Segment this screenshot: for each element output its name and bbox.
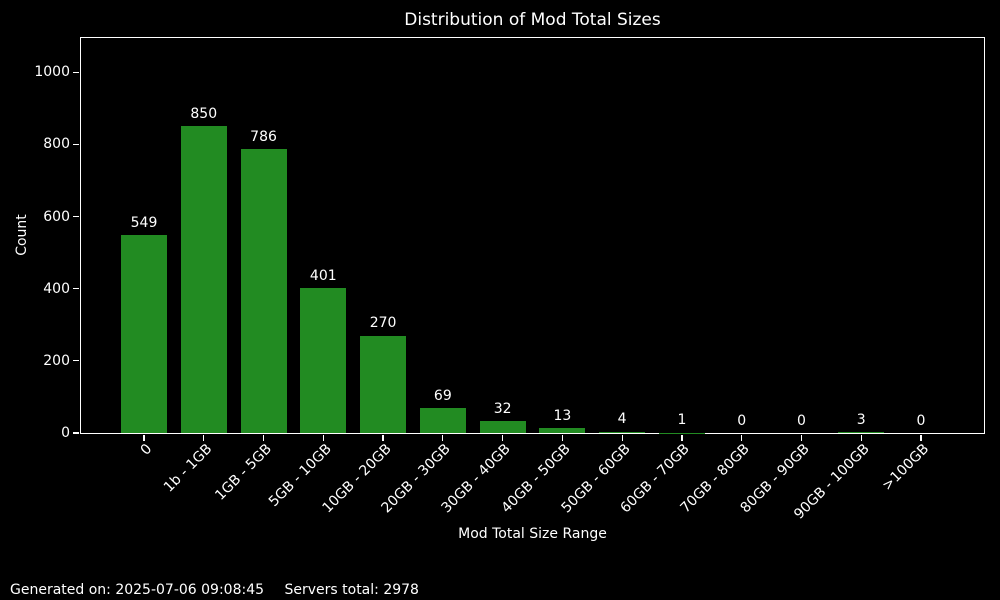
bar <box>300 288 347 433</box>
x-tick-label: 0 <box>137 441 156 459</box>
bar <box>419 408 466 433</box>
bar <box>539 428 586 433</box>
bar-value-label: 0 <box>916 412 926 429</box>
y-axis-label: Count <box>14 214 30 256</box>
bar-value-label: 4 <box>617 411 627 428</box>
bar-value-label: 0 <box>796 412 806 429</box>
bar-value-label: 850 <box>190 106 218 122</box>
bar-value-label: 69 <box>433 387 452 404</box>
bar-value-label: 13 <box>553 407 572 424</box>
bar <box>599 431 646 433</box>
bar-value-label: 270 <box>369 315 397 332</box>
footer-servers-total: Servers total: 2978 <box>284 582 419 598</box>
x-tick-label: 1GB - 5GB <box>212 441 275 504</box>
x-tick-mark <box>561 435 563 441</box>
bar-value-label: 786 <box>250 129 277 146</box>
y-tick-label: 1000 <box>34 64 70 81</box>
x-tick-mark <box>203 435 205 441</box>
bar <box>360 335 407 433</box>
x-tick-mark <box>143 435 145 441</box>
y-tick-label: 0 <box>61 425 70 441</box>
y-tick-label: 200 <box>43 352 70 369</box>
bar-value-label: 3 <box>856 411 866 428</box>
x-tick-mark <box>681 435 683 441</box>
x-axis-label: Mod Total Size Range <box>458 526 607 542</box>
bar <box>180 126 227 433</box>
x-tick-mark <box>262 435 265 441</box>
bar-value-label: 549 <box>130 214 158 231</box>
bar <box>121 234 167 433</box>
x-tick-mark <box>800 435 803 441</box>
x-tick-label: >100GB <box>879 441 933 494</box>
footer: Generated on: 2025-07-06 09:08:45 Server… <box>10 582 419 598</box>
bar <box>838 431 885 433</box>
plot-area: 0 200 400 600 800 1000 549 0 850 1b - 1GB 786 1GB -… <box>34 37 985 523</box>
y-tick-mark <box>73 288 79 290</box>
y-tick-label: 800 <box>43 136 70 153</box>
x-tick-mark <box>502 435 504 441</box>
x-tick-mark <box>382 435 384 441</box>
x-tick-label: 1b - 1GB <box>160 441 216 496</box>
footer-generated-timestamp: Generated on: 2025-07-06 09:08:45 <box>10 582 265 598</box>
y-tick-mark <box>73 71 79 73</box>
x-tick-mark <box>860 435 862 441</box>
x-tick-mark <box>621 435 623 441</box>
y-tick-mark <box>73 360 79 362</box>
chart-title: Distribution of Mod Total Sizes <box>404 10 661 30</box>
y-tick-label: 400 <box>43 280 70 297</box>
x-tick-mark <box>920 435 922 441</box>
bar-value-label: 1 <box>677 412 687 429</box>
bar-value-label: 0 <box>737 412 747 429</box>
x-tick-mark <box>741 435 743 441</box>
y-tick-mark <box>73 215 79 218</box>
y-tick-label: 600 <box>43 208 70 225</box>
y-tick-mark <box>73 143 79 145</box>
x-tick-mark <box>322 435 324 441</box>
bar <box>479 421 526 433</box>
bar <box>240 149 287 433</box>
bar-value-label: 32 <box>493 401 512 418</box>
y-tick-mark <box>73 432 79 434</box>
x-tick-mark <box>442 435 444 441</box>
bar-value-label: 401 <box>309 267 337 284</box>
